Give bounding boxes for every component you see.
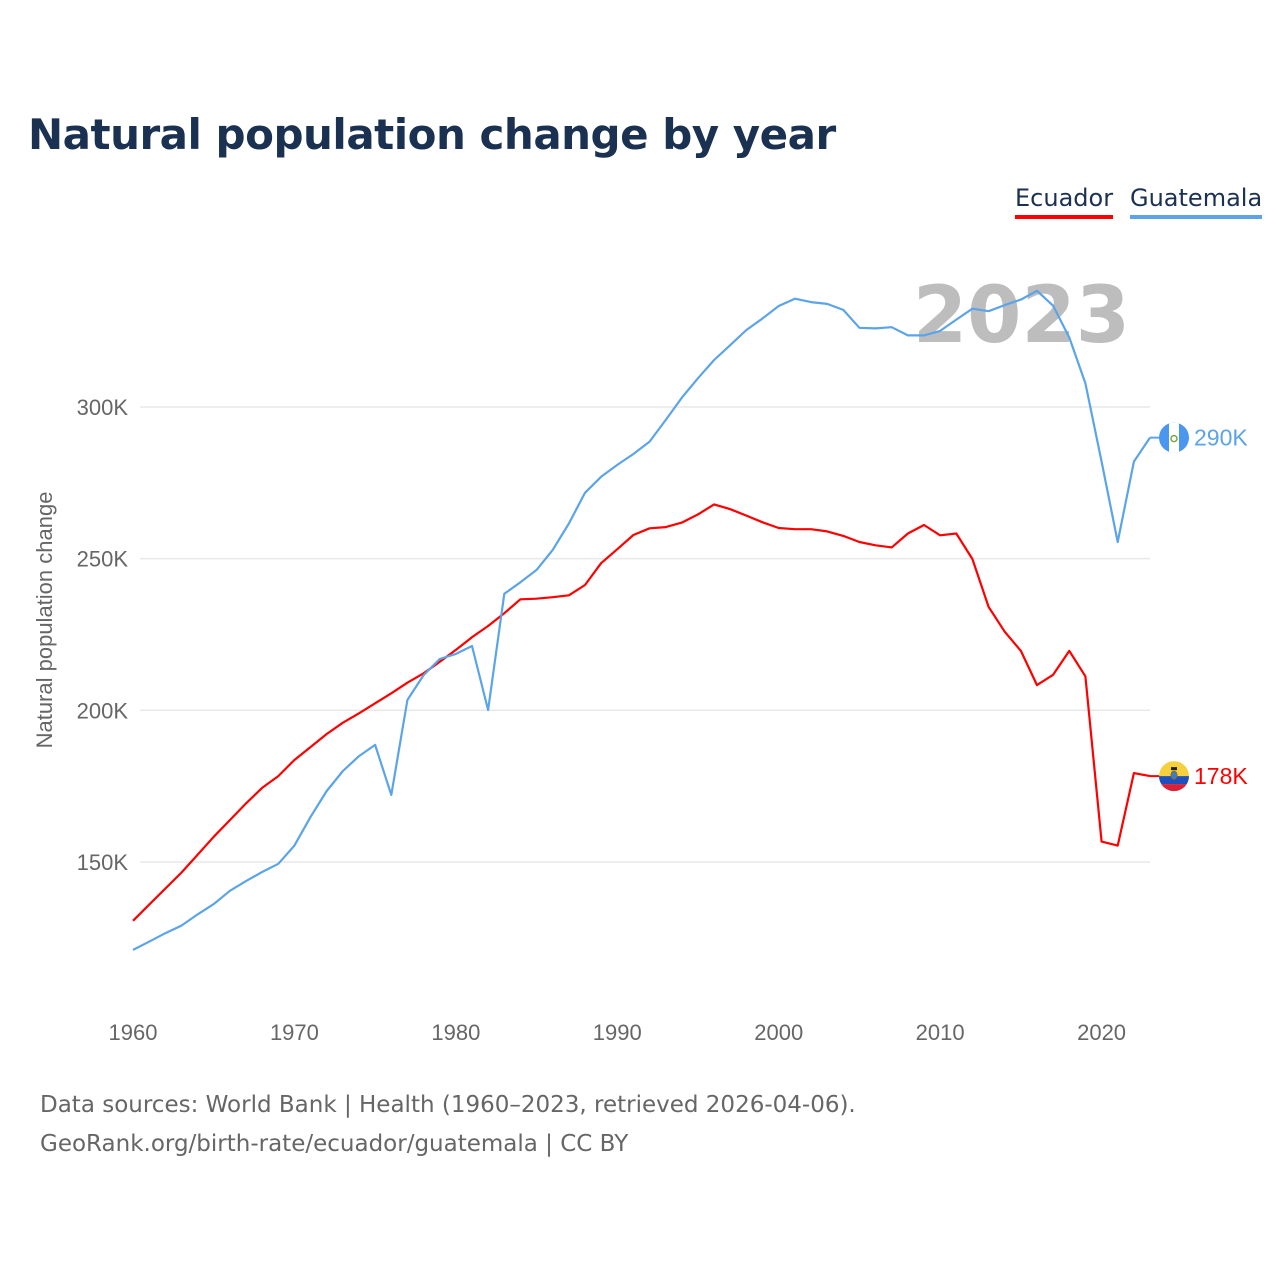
flag-emblem <box>1170 770 1178 780</box>
x-tick-label: 1990 <box>593 1020 642 1045</box>
flag-body <box>1159 761 1189 792</box>
series-line-guatemala <box>132 289 1151 951</box>
year-watermark: 2023 <box>913 271 1130 361</box>
y-tick-label: 200K <box>77 698 129 723</box>
flag-emblem-condor <box>1171 767 1177 771</box>
y-axis-label: Natural population change <box>32 492 57 749</box>
footer-sources: Data sources: World Bank | Health (1960–… <box>40 1092 856 1118</box>
end-value-label-ecuador: 178K <box>1194 763 1248 789</box>
series-line-ecuador <box>132 503 1151 922</box>
x-tick-label: 1970 <box>270 1020 319 1045</box>
page-title: Natural population change by year <box>28 110 836 159</box>
flag-stripe <box>1169 422 1179 453</box>
x-tick-label: 2000 <box>754 1020 803 1045</box>
flag-stripe <box>1159 784 1189 792</box>
ecuador-flag-icon <box>1159 761 1189 792</box>
guatemala-flag-icon <box>1159 422 1189 453</box>
y-tick-label: 150K <box>77 850 129 875</box>
footer: Data sources: World Bank | Health (1960–… <box>40 1086 856 1164</box>
x-tick-label: 1980 <box>431 1020 480 1045</box>
y-tick-label: 300K <box>77 395 129 420</box>
footer-attribution[interactable]: GeoRank.org/birth-rate/ecuador/guatemala… <box>40 1131 629 1157</box>
x-tick-label: 2020 <box>1077 1020 1126 1045</box>
x-tick-label: 2010 <box>916 1020 965 1045</box>
y-tick-label: 250K <box>77 547 129 572</box>
legend-item-guatemala[interactable]: Guatemala <box>1130 184 1263 219</box>
flag-stripe <box>1159 776 1189 785</box>
end-value-label-guatemala: 290K <box>1194 425 1248 451</box>
flag-body <box>1159 422 1189 453</box>
flag-emblem <box>1170 434 1178 443</box>
legend-item-ecuador[interactable]: Ecuador <box>1015 184 1114 219</box>
x-tick-label: 1960 <box>109 1020 158 1045</box>
